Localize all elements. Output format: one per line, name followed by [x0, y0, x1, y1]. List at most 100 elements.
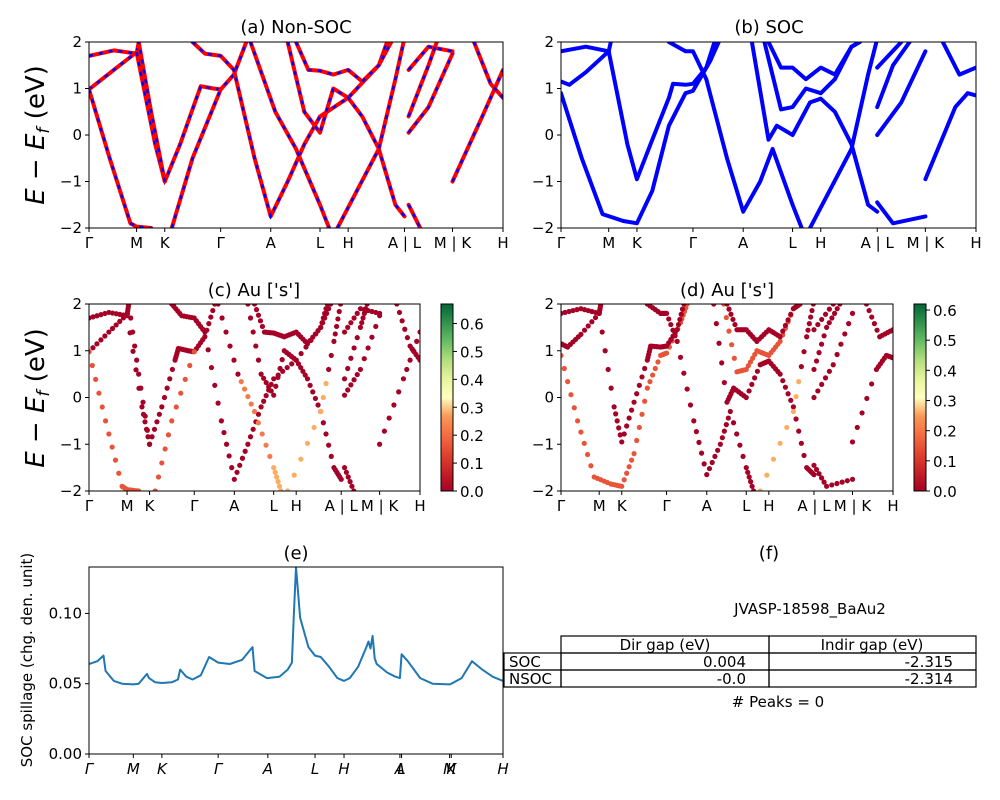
weight-point — [750, 488, 757, 491]
weight-point — [801, 452, 807, 459]
xtick-label: A | L — [797, 497, 831, 515]
weight-point — [596, 310, 602, 316]
weight-point — [399, 318, 405, 324]
weight-point — [818, 341, 825, 347]
weight-point — [770, 456, 777, 462]
weight-point — [187, 362, 193, 369]
plot-area-d — [561, 304, 893, 491]
weight-point — [341, 392, 348, 398]
band-line-soc — [561, 49, 611, 87]
weight-point — [871, 321, 878, 327]
material-id: JVASP-18598_BaAu2 — [733, 600, 886, 619]
weight-point — [740, 453, 746, 460]
weight-point — [102, 333, 108, 339]
weight-point — [357, 366, 364, 373]
weight-point — [304, 440, 311, 446]
weight-point — [644, 385, 650, 391]
weight-point — [235, 371, 241, 377]
weight-point — [357, 324, 364, 330]
weight-point — [854, 424, 860, 431]
weight-point — [749, 381, 755, 388]
colorbar-gradient — [913, 303, 927, 492]
weight-point — [258, 371, 264, 377]
weight-point — [811, 462, 817, 468]
weight-point — [191, 349, 197, 355]
weight-point — [275, 374, 281, 380]
weight-point — [628, 457, 635, 463]
weight-point — [102, 310, 108, 317]
weight-point — [824, 483, 830, 489]
weight-point — [806, 321, 812, 327]
weight-point — [238, 379, 244, 385]
ytick-label: 0.00 — [49, 745, 82, 763]
weight-point — [821, 333, 827, 339]
weight-point — [178, 390, 184, 396]
weight-point — [302, 372, 308, 378]
weight-point — [360, 315, 366, 321]
weight-point — [167, 376, 173, 382]
weight-point — [139, 404, 145, 410]
weight-point — [268, 388, 274, 394]
weight-point — [693, 429, 699, 435]
ytick-label: 0.10 — [49, 604, 82, 622]
band-line-nsoc — [285, 42, 407, 219]
weight-point — [279, 357, 285, 363]
xtick-label: Γ — [216, 234, 225, 252]
weight-point — [631, 399, 637, 405]
weight-point — [730, 420, 737, 426]
weight-point — [849, 476, 856, 482]
weight-point — [348, 355, 354, 361]
band-line-nsoc-dash — [407, 53, 454, 134]
weight-point — [737, 442, 743, 448]
weight-point — [130, 329, 136, 335]
weight-point — [328, 453, 334, 460]
weight-point — [272, 469, 278, 475]
weight-point — [354, 371, 360, 378]
xtick-label: A | L — [388, 234, 422, 252]
weight-point — [869, 314, 875, 320]
weight-point — [300, 368, 306, 374]
table-nsoc-indir: -2.314 — [905, 670, 953, 688]
weight-point — [849, 439, 856, 445]
weight-point — [202, 334, 208, 340]
band-line-nsoc — [294, 42, 394, 84]
weight-point — [568, 392, 574, 398]
weight-point — [719, 360, 725, 366]
weight-point — [585, 323, 591, 329]
weight-point — [805, 327, 811, 333]
weight-point — [642, 365, 648, 372]
weight-point — [109, 444, 115, 450]
ytick-label: −1 — [532, 173, 554, 191]
weight-point — [145, 434, 151, 440]
weight-point — [402, 326, 408, 332]
weight-point — [373, 323, 379, 330]
weight-point — [226, 453, 232, 459]
weight-point — [90, 314, 96, 320]
weight-point — [345, 474, 351, 480]
weight-point — [261, 398, 267, 404]
xtick-label: A — [702, 497, 713, 515]
xtick-label: M — [602, 234, 615, 252]
weight-point — [826, 320, 832, 326]
weight-point — [716, 340, 722, 346]
band-line-soc — [808, 42, 879, 228]
weight-point — [698, 450, 705, 456]
weight-point — [830, 362, 836, 368]
weight-point — [231, 357, 237, 363]
weight-point — [745, 469, 751, 475]
weight-point — [341, 329, 348, 335]
weight-point — [628, 407, 635, 413]
band-line-soc — [875, 42, 904, 70]
weight-point — [106, 431, 112, 437]
weight-point — [890, 355, 893, 361]
weight-point — [818, 475, 825, 481]
weight-point — [320, 394, 326, 401]
weight-point — [790, 404, 797, 410]
weight-point — [562, 309, 568, 316]
plot-area-c — [89, 304, 420, 491]
weight-point — [721, 379, 727, 386]
weight-point — [155, 474, 162, 480]
weight-point — [144, 427, 150, 433]
